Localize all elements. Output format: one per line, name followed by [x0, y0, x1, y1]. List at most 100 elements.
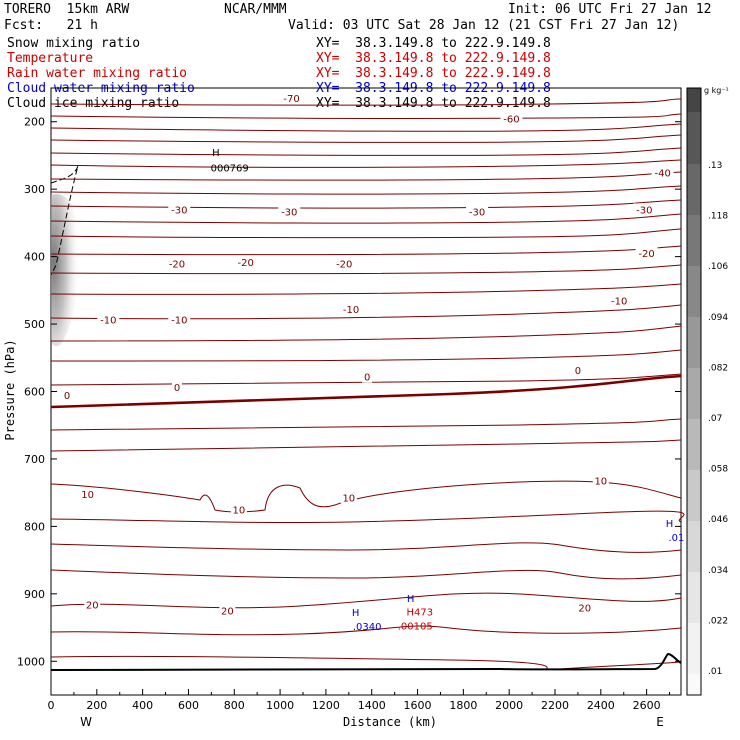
label-mask [172, 380, 182, 393]
x-tick-label: 800 [224, 699, 245, 712]
extremum-annotation: 000769 [211, 164, 249, 175]
isotherm-line [50, 134, 682, 143]
y-tick-label: 700 [24, 453, 45, 466]
field-cloudice-xy: XY= 38.3.149.8 to 222.9.149.8 [316, 96, 551, 111]
temperature-label: -30 [469, 207, 485, 218]
field-cloudwater-name: Cloud water mixing ratio [7, 81, 195, 96]
colorbar-label: .094 [708, 313, 728, 323]
x-tick-label: 2200 [541, 699, 569, 712]
y-tick-label: 400 [24, 251, 45, 264]
x-tick-label: 600 [178, 699, 199, 712]
field-snow-xy: XY= 38.3.149.8 to 222.9.149.8 [316, 36, 551, 51]
colorbar-segment [687, 88, 701, 112]
isotherm-line [50, 264, 682, 275]
colorbar-frame [686, 87, 702, 696]
isotherm-line [50, 542, 682, 553]
colorbar-label: .082 [708, 363, 728, 373]
label-mask [168, 313, 191, 326]
east-label: E [656, 715, 664, 729]
isotherm-line [50, 592, 682, 609]
y-tick-label: 900 [24, 588, 45, 601]
colorbar-label: .046 [708, 515, 728, 525]
isotherm-line [50, 171, 682, 181]
colorbar-segment [687, 112, 701, 164]
x-tick-label: 2000 [495, 699, 523, 712]
temperature-label: 10 [594, 477, 607, 488]
colorbar-segment [687, 266, 701, 317]
isotherm-line [50, 480, 682, 513]
field-rain-xy: XY= 38.3.149.8 to 222.9.149.8 [316, 66, 551, 81]
label-mask [168, 203, 191, 216]
x-tick-label: 1000 [266, 699, 294, 712]
x-tick-label: 1400 [358, 699, 386, 712]
forecast-hour-label: Fcst: 21 h [4, 18, 98, 33]
colorbar-label: .022 [708, 616, 728, 626]
isotherm-line [50, 245, 682, 256]
label-mask [500, 112, 523, 125]
colorbar-segment [687, 317, 701, 368]
isotherm-line [50, 123, 682, 132]
temperature-label: 0 [64, 391, 70, 402]
colorbar-segment [687, 623, 701, 674]
label-mask [633, 203, 656, 216]
colorbar-segment [687, 164, 701, 215]
cloud-ice-contour [50, 165, 79, 276]
isotherm-line [50, 373, 682, 386]
isotherm-line [50, 418, 682, 431]
isotherm-line [50, 147, 682, 156]
colorbar-segment [687, 215, 701, 266]
valid-time-label: Valid: 03 UTC Sat 28 Jan 12 (21 CST Fri … [288, 18, 680, 33]
org-label: NCAR/MMM [224, 2, 287, 17]
temperature-label: -10 [343, 305, 359, 316]
temperature-label: -30 [636, 205, 652, 216]
isotherm-line [50, 228, 682, 239]
field-snow-name: Snow mixing ratio [7, 36, 141, 51]
temperature-label: 20 [578, 603, 591, 614]
isotherm-line [50, 113, 682, 119]
label-mask [592, 474, 609, 487]
temperature-label: 10 [232, 506, 245, 517]
temperature-label: -30 [281, 207, 297, 218]
extremum-annotation: .00105 [398, 622, 433, 633]
isotherm-line [50, 655, 682, 671]
label-mask [234, 256, 257, 269]
x-tick-label: 1200 [312, 699, 340, 712]
label-mask [572, 363, 583, 376]
label-mask [576, 601, 593, 614]
isotherm-line [50, 283, 682, 295]
label-mask [466, 205, 489, 218]
y-tick-label: 600 [24, 386, 45, 399]
extremum-annotation: H473 [407, 607, 434, 618]
field-temperature-xy: XY= 38.3.149.8 to 222.9.149.8 [316, 51, 551, 66]
extremum-annotation: .01 [668, 533, 684, 544]
temperature-label: 0 [575, 366, 581, 377]
y-tick-label: 200 [24, 116, 45, 129]
extremum-annotation: H [407, 594, 415, 605]
x-tick-label: 0 [48, 699, 55, 712]
colorbar-segment [687, 419, 701, 470]
freezing-isotherm [50, 374, 682, 409]
temperature-label: 0 [364, 373, 370, 384]
y-tick-label: 800 [24, 520, 45, 533]
x-tick-label: 400 [132, 699, 153, 712]
y-tick-label: 1000 [17, 655, 45, 668]
isotherm-line [50, 304, 682, 320]
y-tick-label: 300 [24, 183, 45, 196]
isotherm-line [50, 185, 682, 195]
label-mask [230, 503, 247, 516]
colorbar-label: .058 [708, 465, 728, 475]
terrain-surface-line [50, 652, 682, 671]
temperature-label: 20 [86, 601, 99, 612]
colorbar-label: .07 [708, 414, 722, 424]
x-tick-label: 2600 [633, 699, 661, 712]
isotherm-line [50, 439, 682, 452]
x-tick-label: 1600 [404, 699, 432, 712]
temperature-label: -30 [171, 205, 187, 216]
temperature-label: -20 [169, 259, 185, 270]
x-axis-title: Distance (km) [343, 715, 437, 729]
temperature-label: -40 [655, 168, 671, 179]
extremum-annotation: H [212, 148, 220, 159]
isotherm-line [50, 625, 682, 636]
label-mask [635, 247, 658, 260]
